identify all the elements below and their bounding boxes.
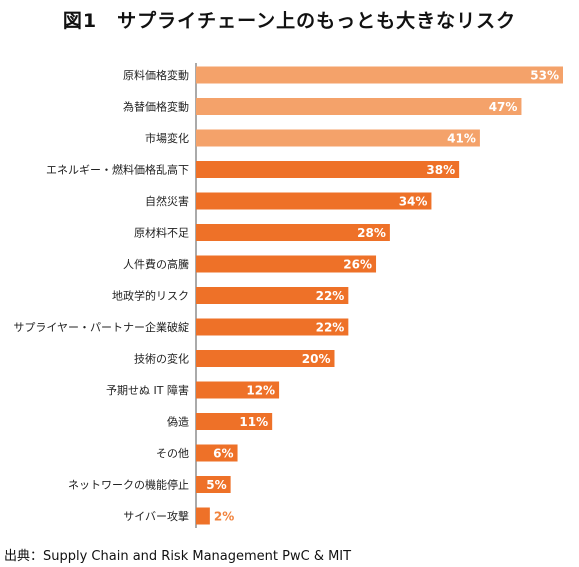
bar [196,98,522,115]
value-label: 53% [530,69,559,83]
category-label: 原材料不足 [134,226,189,240]
bar [196,255,377,273]
bar [196,444,238,462]
value-label: 11% [239,415,268,429]
value-label: 5% [206,478,226,492]
value-label: 6% [213,447,233,461]
bar [196,381,280,399]
bar [196,66,563,84]
value-label: 41% [447,132,476,146]
bar [196,350,335,367]
bar [196,129,480,147]
category-label: 偽造 [167,415,189,429]
category-label: 自然災害 [145,194,189,208]
bar [196,318,349,336]
value-label: 22% [316,289,345,303]
category-label: 地政学的リスク [112,289,189,303]
bar [196,476,231,493]
category-label: 人件費の高騰 [123,257,189,271]
category-label: 技術の変化 [134,352,189,366]
bar [196,287,349,304]
category-label: その他 [156,447,189,460]
value-label: 28% [357,226,386,240]
value-label: 2% [214,510,234,524]
value-label: 38% [426,163,455,177]
category-label: 原料価格変動 [123,68,189,82]
value-label: 22% [316,321,345,335]
value-label: 12% [246,384,275,398]
value-label: 34% [399,195,428,209]
bar [196,161,460,178]
value-label: 26% [343,258,372,272]
bars-group: 原料価格変動 53% 為替価格変動 47% 市場変化 41% エネルギー・燃料価格乱高下 38… [13,66,563,525]
bar [196,507,210,525]
category-label: サイバー攻撃 [123,509,189,523]
value-label: 20% [302,352,331,366]
category-label: 市場変化 [145,131,189,145]
category-label: エネルギー・燃料価格乱高下 [46,163,189,177]
source-note: 出典：Supply Chain and Risk Management PwC … [4,549,352,564]
category-label: サプライヤー・パートナー企業破綻 [13,320,189,334]
category-label: 為替価格変動 [123,100,189,114]
bar [196,224,390,241]
category-label: ネットワークの機能停止 [68,478,189,492]
value-label: 47% [489,100,518,114]
bar [196,413,273,430]
chart-title: 図1 サプライチェーン上のもっとも大きなリスク [62,10,517,32]
category-label: 予期せぬ IT 障害 [106,383,189,397]
bar [196,192,432,210]
